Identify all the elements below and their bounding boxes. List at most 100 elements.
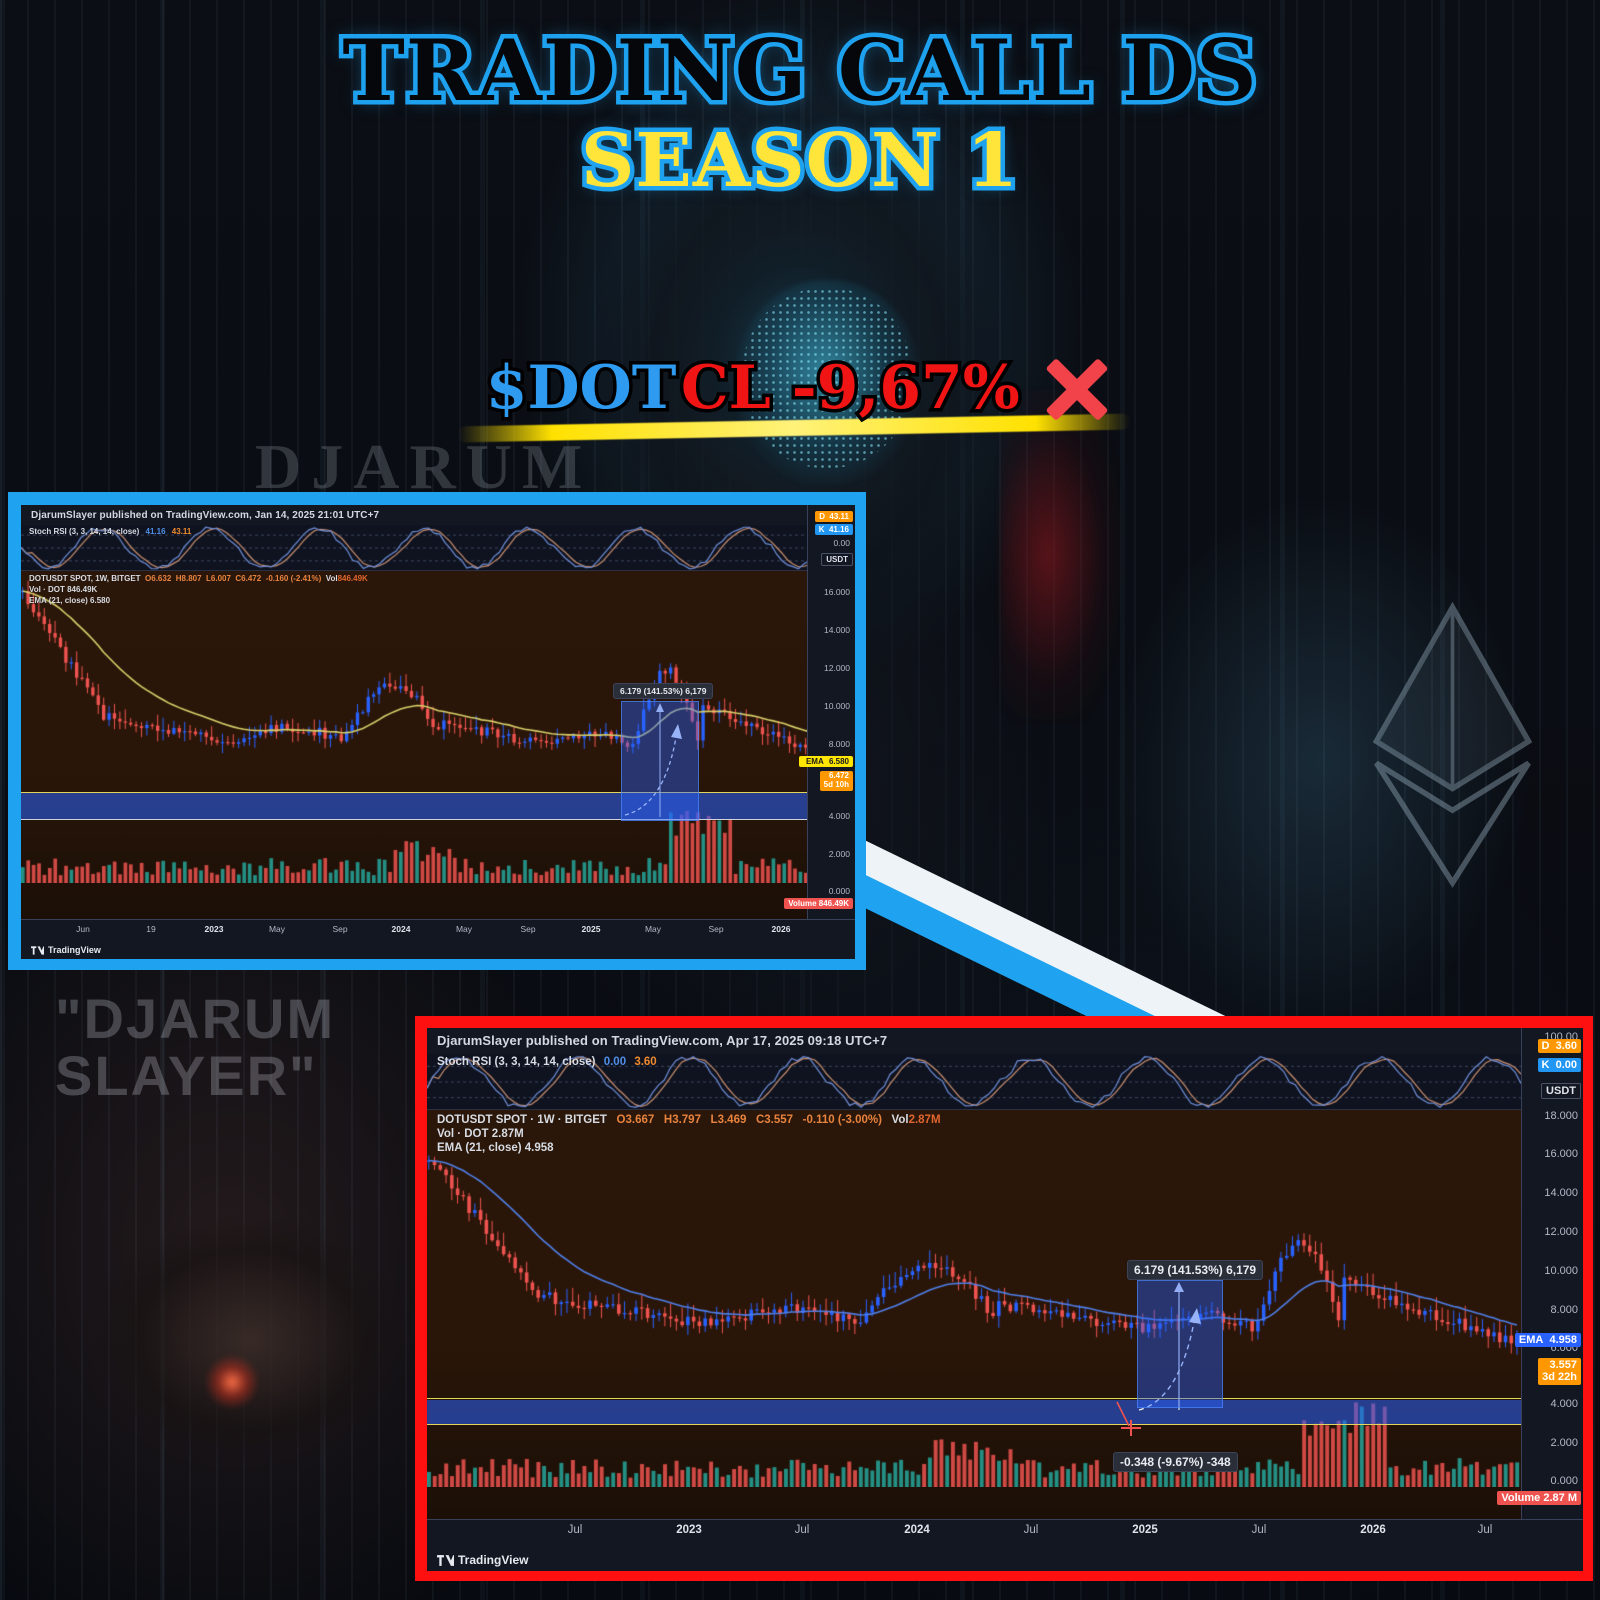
volume-legend-row-top: Vol · DOT 846.49K [29,585,368,594]
volume-badge-bottom: Volume 2.87 M [1497,1491,1581,1505]
ytick-top-5: 4.000 [828,811,850,821]
price-scale-top[interactable]: D 43.11 K 41.16 0.00 USDT 16.000 14.000 … [784,505,855,959]
stoch-rsi-legend-top: Stoch RSI (3, 3, 14, 14, close) 41.16 43… [29,527,191,536]
xtick-bot-4: Jul [1023,1524,1039,1536]
ema-line-marker-bottom [427,1398,1521,1399]
watermark-brand: DJARUM [255,431,593,502]
ytick-bot-4: 10.000 [1544,1265,1578,1277]
tradingview-mark-icon [31,945,44,955]
price-pane-bottom: DOTUSDT SPOT · 1W · BITGET O3.667 H3.797… [427,1110,1583,1519]
stoch-rsi-k-value-top: 41.16 [145,527,166,536]
ytick-top-7: 0.000 [828,886,850,896]
ytick-top-2: 12.000 [824,663,850,673]
stoch-rsi-pane-bottom: Stoch RSI (3, 3, 14, 14, close) 0.00 3.6… [427,1054,1583,1110]
ytick-top-0: 16.000 [824,587,850,597]
stoch-rsi-d-value-top: 43.11 [171,527,192,536]
xtick-bot-0: Jul [567,1524,583,1536]
time-axis-bottom[interactable]: Jul 2023 Jul 2024 Jul 2025 Jul 2026 Jul … [427,1519,1583,1571]
measure-tooltip-top: 6.179 (141.53%) 6,179 [613,683,714,699]
ytick-top-4: 8.000 [828,739,850,749]
measure-tooltip-bottom: 6.179 (141.53%) 6,179 [1127,1260,1264,1280]
ema-price-badge-bottom: EMA 4.958 [1514,1333,1581,1347]
xtick-bot-7: 2026 [1360,1524,1386,1536]
time-axis-top[interactable]: Jun 19 2023 May Sep 2024 May Sep 2025 Ma… [21,919,855,959]
watermark-quote-line-2: SLAYER" [55,1044,318,1108]
tradingview-chart-top[interactable]: DjarumSlayer published on TradingView.co… [21,505,855,959]
ytick-top-3: 10.000 [824,701,850,711]
watermark-quote: "DJARUM SLAYER" [55,990,335,1104]
ytick-bot-7: 4.000 [1550,1398,1578,1410]
ytick-top-6: 2.000 [828,849,850,859]
symbol-label-top: DOTUSDT SPOT, 1W, BITGET [29,574,141,583]
quote-currency-badge-bottom[interactable]: USDT [1541,1083,1581,1099]
xtick-bot-8: Jul [1477,1524,1493,1536]
tradingview-mark-icon-bottom [437,1554,454,1566]
ohlc-change-top: -0.160 (-2.41%) [265,574,322,583]
stoch-rsi-d-value-bottom: 3.60 [634,1056,657,1068]
rsi-zero-tick-top: 0.00 [833,538,850,548]
ytick-bot-0: 18.000 [1544,1110,1578,1122]
entry-support-zone-top [21,793,807,819]
xtick-top-1: 19 [146,924,156,934]
ema-tag-top: EMA [802,756,827,767]
measure-projection-box-bottom [1137,1280,1223,1408]
ohlc-open-top: 6.632 [151,574,172,583]
watermark-quote-line-1: "DJARUM [55,987,336,1050]
ohlc-close-bottom: 3.557 [764,1114,794,1126]
xtick-top-2: 2023 [204,924,224,934]
candlestick-plot-top [21,571,831,883]
xtick-top-4: Sep [332,924,348,934]
xtick-top-0: Jun [76,924,90,934]
ohlc-low-top: 6.007 [210,574,231,583]
ema-legend-row-top: EMA (21, close) 6.580 [29,596,368,605]
volume-legend-row-bottom: Vol · DOT 2.87M [437,1128,941,1140]
ytick-bot-2: 14.000 [1544,1187,1578,1199]
result-price-line-bottom [427,1424,1521,1425]
projection-arrow-bottom [1116,1282,1201,1436]
ohlc-change-bottom: -0.110 (-3.00%) [802,1114,882,1126]
ema-legend-label-bottom: EMA (21, close) 4.958 [437,1142,554,1154]
measure-projection-box-top [621,701,699,821]
ohlc-volume-bottom: 2.87M [908,1114,941,1126]
ema-line-marker-top [21,792,807,793]
volume-legend-label-bottom: Vol · DOT 2.87M [437,1128,524,1140]
stoch-rsi-k-value-bottom: 0.00 [603,1056,627,1068]
ytick-bot-1: 16.000 [1544,1148,1578,1160]
entry-price-line-top [21,819,807,820]
xtick-bot-6: Jul [1251,1524,1267,1536]
result-support-zone-bottom [427,1400,1521,1424]
ema-legend-row-bottom: EMA (21, close) 4.958 [437,1142,941,1154]
xtick-top-10: Sep [708,924,724,934]
xtick-top-9: May [644,924,662,934]
stoch-rsi-plot-bottom [427,1054,1521,1110]
quote-currency-badge-top[interactable]: USDT [821,553,853,566]
tradingview-logo-text-top: TradingView [48,945,101,955]
xtick-bot-2: Jul [794,1524,810,1536]
ohlc-open-bottom: 3.667 [625,1114,655,1126]
stoch-k-badge-top: K 41.16 [814,524,853,535]
stoch-k-badge-bottom: K 0.00 [1537,1058,1581,1072]
glove-red-light [205,1355,259,1409]
stoch-d-badge-top: D 43.11 [815,511,853,522]
red-jacket-accent [1000,390,1120,720]
projection-arrow-top [624,703,682,817]
xtick-top-3: May [268,924,286,934]
stoch-d-badge-bottom: D 3.60 [1537,1039,1581,1053]
stoch-rsi-legend-bottom: Stoch RSI (3, 3, 14, 14, close) 0.00 3.6… [437,1056,657,1068]
last-price-badge-top: 6.472 5d 10h [819,771,853,791]
stoch-rsi-label-top: Stoch RSI (3, 3, 14, 14, close) [29,527,140,536]
tradingview-chart-bottom[interactable]: DjarumSlayer published on TradingView.co… [427,1028,1583,1571]
xtick-top-5: 2024 [391,924,411,934]
xtick-top-8: 2025 [581,924,601,934]
symbol-legend-row-top: DOTUSDT SPOT, 1W, BITGET O6.632 H8.807 L… [29,574,368,583]
chart-credit-top: DjarumSlayer published on TradingView.co… [31,510,380,521]
xtick-bot-1: 2023 [676,1524,702,1536]
price-scale-bottom[interactable]: 100.00 D 3.60 K 0.00 USDT 18.000 16.000 … [1497,1028,1583,1571]
tradingview-logo-top: TradingView [31,945,101,955]
tradingview-logo-bottom: TradingView [437,1553,528,1567]
ohlc-high-top: 8.807 [181,574,202,583]
xtick-bot-5: 2025 [1132,1524,1158,1536]
symbol-label-bottom: DOTUSDT SPOT · 1W · BITGET [437,1114,607,1126]
title-line-2: SEASON 1 [576,116,1022,207]
callout-ticker: $DOT [482,350,680,427]
